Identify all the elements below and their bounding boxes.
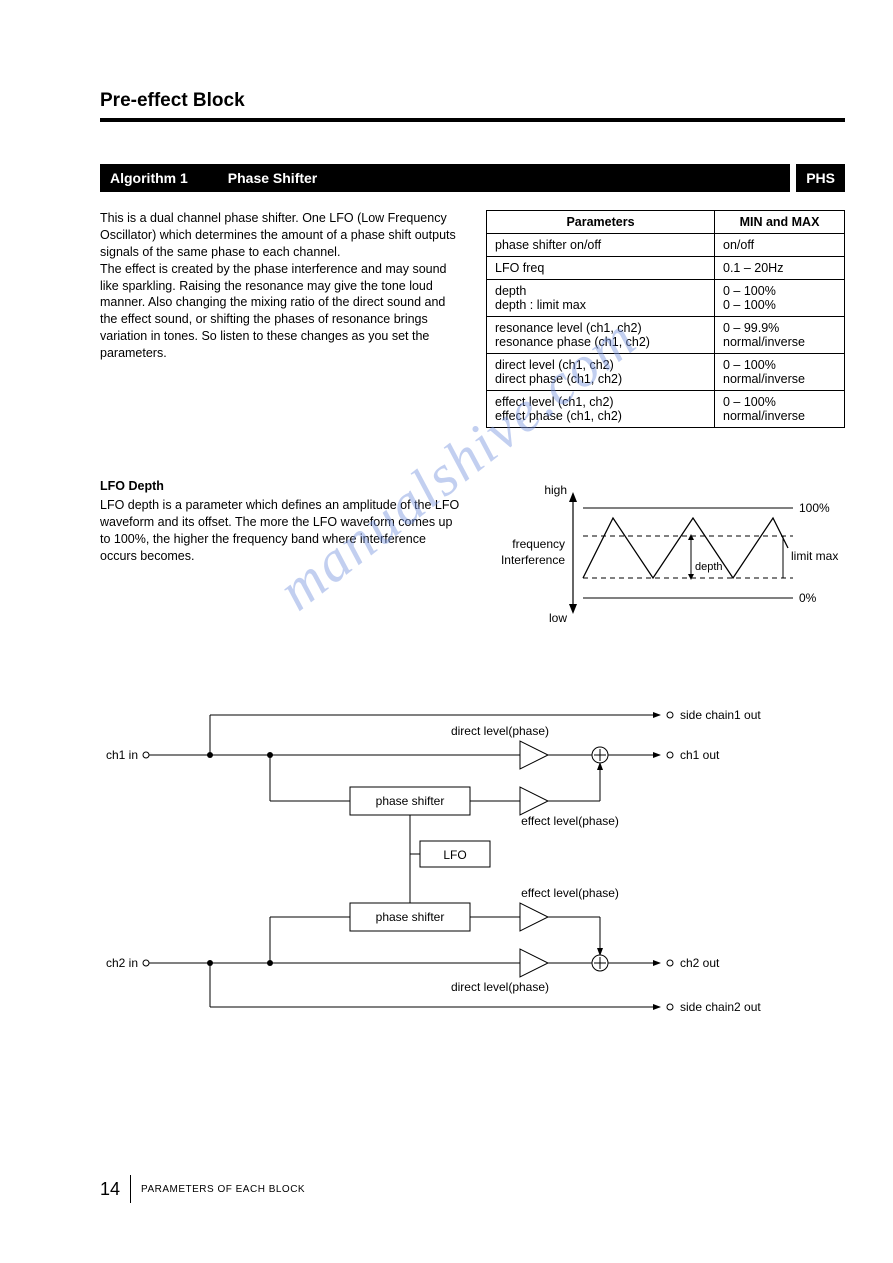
footer-divider bbox=[130, 1175, 131, 1203]
bd-effect2: effect level(phase) bbox=[521, 886, 619, 900]
bd-phase-shifter1: phase shifter bbox=[376, 794, 445, 808]
lfo-depth-label: depth bbox=[695, 561, 723, 573]
bd-side2: side chain2 out bbox=[680, 1000, 761, 1014]
table-cell: LFO freq bbox=[487, 257, 715, 280]
page-title: Pre-effect Block bbox=[100, 90, 845, 112]
algorithm-name: Phase Shifter bbox=[228, 170, 317, 186]
lfo-axis-high: high bbox=[544, 483, 567, 497]
bd-ch1-out: ch1 out bbox=[680, 748, 720, 762]
header-rule bbox=[100, 118, 845, 122]
table-cell: 0 – 99.9%normal/inverse bbox=[715, 317, 845, 354]
lfo-axis-label2: Interference bbox=[500, 553, 564, 567]
lfo-100pct-label: 100% bbox=[799, 501, 830, 515]
page-footer: 14 PARAMETERS OF EACH BLOCK bbox=[100, 1175, 305, 1203]
lfo-limitmax-label: limit max bbox=[791, 549, 838, 563]
algorithm-code-badge: PHS bbox=[796, 164, 845, 192]
param-header: MIN and MAX bbox=[715, 211, 845, 234]
algorithm-header-left: Algorithm 1 Phase Shifter bbox=[100, 164, 790, 192]
lfo-depth-diagram: high low frequency Interference 100% 0% … bbox=[483, 478, 846, 631]
algorithm-description: This is a dual channel phase shifter. On… bbox=[100, 210, 458, 428]
parameters-table: ParametersMIN and MAX phase shifter on/o… bbox=[486, 210, 845, 428]
lfo-depth-body: LFO depth is a parameter which defines a… bbox=[100, 497, 463, 565]
table-cell: 0 – 100%normal/inverse bbox=[715, 354, 845, 391]
table-cell: phase shifter on/off bbox=[487, 234, 715, 257]
signal-flow-diagram: ch1 in side chain1 out direct level(phas… bbox=[100, 691, 845, 1034]
bd-lfo: LFO bbox=[443, 848, 466, 862]
table-cell: 0 – 100%0 – 100% bbox=[715, 280, 845, 317]
algorithm-number: Algorithm 1 bbox=[110, 170, 188, 186]
table-cell: resonance level (ch1, ch2)resonance phas… bbox=[487, 317, 715, 354]
table-row: depthdepth : limit max0 – 100%0 – 100% bbox=[487, 280, 845, 317]
table-row: resonance level (ch1, ch2)resonance phas… bbox=[487, 317, 845, 354]
table-cell: on/off bbox=[715, 234, 845, 257]
table-cell: depthdepth : limit max bbox=[487, 280, 715, 317]
bd-direct1: direct level(phase) bbox=[451, 724, 549, 738]
table-cell: effect level (ch1, ch2)effect phase (ch1… bbox=[487, 391, 715, 428]
lfo-axis-low: low bbox=[548, 611, 566, 625]
bd-effect1: effect level(phase) bbox=[521, 814, 619, 828]
table-cell: 0.1 – 20Hz bbox=[715, 257, 845, 280]
page-number: 14 bbox=[100, 1179, 120, 1200]
table-row: effect level (ch1, ch2)effect phase (ch1… bbox=[487, 391, 845, 428]
bd-side1: side chain1 out bbox=[680, 708, 761, 722]
param-header: Parameters bbox=[487, 211, 715, 234]
footer-section: PARAMETERS OF EACH BLOCK bbox=[141, 1184, 305, 1195]
table-cell: direct level (ch1, ch2)direct phase (ch1… bbox=[487, 354, 715, 391]
table-row: phase shifter on/offon/off bbox=[487, 234, 845, 257]
lfo-0pct-label: 0% bbox=[799, 591, 817, 605]
algorithm-header-bar: Algorithm 1 Phase Shifter PHS bbox=[100, 164, 845, 192]
lfo-depth-heading: LFO Depth bbox=[100, 478, 463, 495]
table-row: direct level (ch1, ch2)direct phase (ch1… bbox=[487, 354, 845, 391]
bd-phase-shifter2: phase shifter bbox=[376, 910, 445, 924]
bd-ch2-out: ch2 out bbox=[680, 956, 720, 970]
bd-direct2: direct level(phase) bbox=[451, 980, 549, 994]
table-row: LFO freq0.1 – 20Hz bbox=[487, 257, 845, 280]
bd-ch2-in: ch2 in bbox=[106, 956, 138, 970]
bd-ch1-in: ch1 in bbox=[106, 748, 138, 762]
lfo-depth-text-block: LFO Depth LFO depth is a parameter which… bbox=[100, 478, 463, 631]
lfo-axis-label1: frequency bbox=[512, 537, 565, 551]
table-cell: 0 – 100%normal/inverse bbox=[715, 391, 845, 428]
